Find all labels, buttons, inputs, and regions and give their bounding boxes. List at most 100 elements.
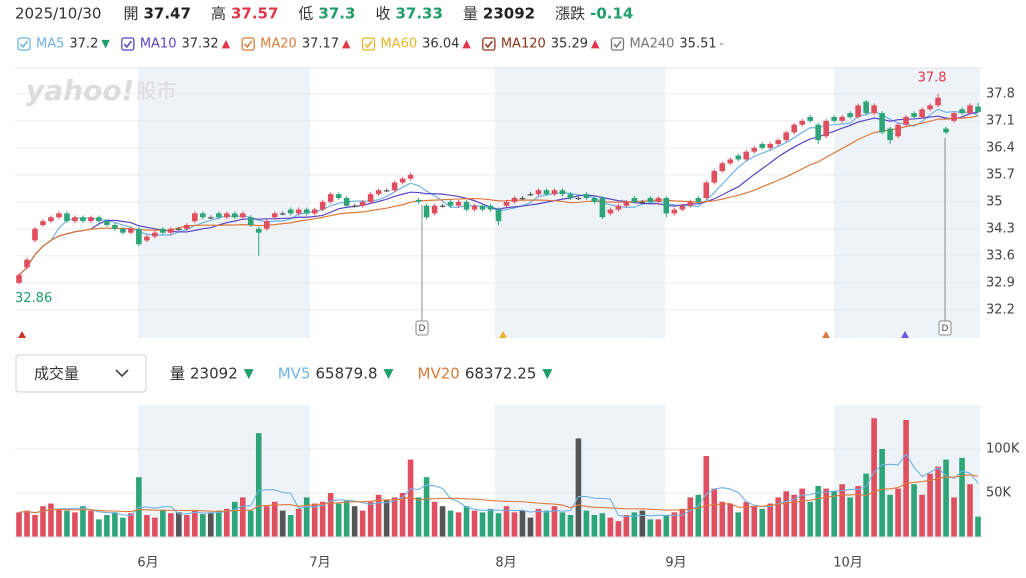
volume-bar <box>455 512 462 537</box>
volume-tick-label: 100K <box>986 442 1020 457</box>
candle-body <box>247 217 254 225</box>
volume-bar <box>231 501 238 537</box>
chevron[interactable] <box>115 369 129 378</box>
candle-body <box>335 194 342 198</box>
candle-body <box>128 228 134 233</box>
candle-body <box>439 205 446 207</box>
mv-line <box>18 474 979 514</box>
legend-checkbox[interactable] <box>17 37 31 51</box>
volume-bar <box>399 493 406 537</box>
volume-bar <box>208 512 214 537</box>
volume-bar <box>871 418 877 537</box>
volume-bar <box>439 506 446 537</box>
volume-bar <box>831 491 837 537</box>
y-tick-label: 32.2 <box>986 302 1015 317</box>
header-value: 37.33 <box>395 5 442 23</box>
volume-bar <box>551 506 558 537</box>
candle-body <box>863 101 869 114</box>
volume-bar <box>271 501 278 537</box>
candle-body <box>239 213 246 218</box>
legend-checkbox[interactable] <box>241 37 255 51</box>
volume-legend-name: MV5 <box>278 365 311 383</box>
volume-bar <box>935 466 941 537</box>
volume-bar <box>343 500 350 537</box>
candle-body <box>40 221 46 225</box>
candle-body <box>367 194 374 202</box>
volume-legend-value: 23092 <box>190 365 238 383</box>
volume-bar <box>16 512 22 537</box>
volume-bar <box>615 521 622 537</box>
volume-bar <box>263 506 270 537</box>
candle-body <box>48 217 54 222</box>
volume-bar <box>423 477 430 537</box>
candle-body <box>607 209 614 214</box>
month-label: 10月 <box>833 556 863 571</box>
volume-bar <box>671 512 678 537</box>
candle-body <box>751 147 758 152</box>
candle-body <box>727 159 734 164</box>
y-tick-label: 37.1 <box>986 113 1015 128</box>
month-label: 8月 <box>495 556 516 571</box>
volume-bar <box>48 503 54 537</box>
legend-value: 35.29 <box>551 37 588 52</box>
candle-body <box>192 213 198 222</box>
volume-bar <box>487 508 494 537</box>
legend-checkbox[interactable] <box>361 37 376 51</box>
volume-bar <box>367 501 374 537</box>
candle-body <box>223 213 230 218</box>
candle-body <box>96 217 102 222</box>
legend-name: MA240 <box>629 37 674 52</box>
legend-trend: - <box>720 37 724 50</box>
volume-bar <box>64 510 70 537</box>
volume-bar <box>823 488 829 537</box>
candle-body <box>351 205 358 207</box>
legend-value: 37.32 <box>181 37 218 52</box>
candle-body <box>839 116 845 121</box>
legend-checkbox[interactable] <box>121 37 135 51</box>
y-tick-label: 32.9 <box>986 275 1015 290</box>
candle-body <box>551 190 558 195</box>
volume-bar <box>631 512 638 537</box>
candle-body <box>463 201 470 210</box>
legend-trend: ▲ <box>342 37 351 50</box>
candle-body <box>503 201 510 206</box>
candle-body <box>431 205 438 214</box>
header-value: 37.47 <box>143 5 190 23</box>
volume-selector-box[interactable] <box>15 354 147 393</box>
candle-body <box>391 182 398 191</box>
volume-bar <box>112 512 118 537</box>
volume-bar <box>655 519 662 537</box>
candle-body <box>447 201 454 206</box>
legend-checkbox[interactable] <box>610 37 625 51</box>
volume-bar <box>415 497 422 537</box>
candle-body <box>415 199 422 202</box>
volume-bar <box>128 513 134 537</box>
volume-bar <box>80 506 86 537</box>
event-icon <box>822 331 830 338</box>
volume-bar <box>759 508 766 537</box>
volume-bar <box>951 497 957 537</box>
candle-body <box>399 178 406 183</box>
legend-checkbox[interactable] <box>482 37 496 51</box>
candle-body <box>144 236 150 241</box>
volume-bar <box>311 503 318 537</box>
volume-bar <box>679 508 686 537</box>
candle-body <box>615 205 622 210</box>
volume-bar <box>623 515 630 537</box>
volume-bar <box>223 508 230 537</box>
candle-body <box>88 217 94 222</box>
candle-body <box>655 197 662 202</box>
volume-bar <box>703 456 710 537</box>
volume-bar <box>855 485 861 537</box>
volume-bar <box>815 485 821 537</box>
candle-body <box>711 170 718 183</box>
volume-bar <box>160 510 166 537</box>
volume-bar <box>799 488 805 537</box>
candle-body <box>847 113 853 117</box>
volume-bar <box>559 512 566 537</box>
volume-bar <box>32 515 38 537</box>
candle-body <box>743 151 750 160</box>
volume-bar <box>88 510 94 537</box>
candle-body <box>303 209 310 214</box>
volume-selector[interactable]: 成交量 <box>34 365 79 383</box>
